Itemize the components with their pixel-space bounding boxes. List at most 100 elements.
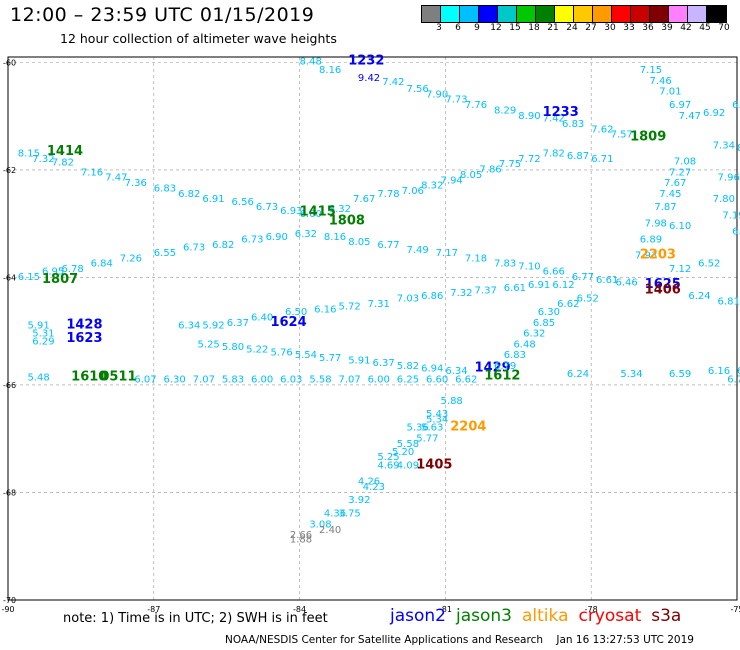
color-scale-cell xyxy=(555,6,574,22)
wave-height-value: 6.91 xyxy=(202,194,224,205)
wave-height-value: 5.20 xyxy=(392,447,414,458)
wave-height-value: 7.32 xyxy=(32,154,54,165)
wave-height-value: 8.15 xyxy=(18,148,40,159)
wave-height-value: 6.81 xyxy=(718,296,740,307)
color-scale-cell xyxy=(517,6,536,22)
wave-height-value: 5.25 xyxy=(377,452,399,463)
credit-line: NOAA/NESDIS Center for Satellite Applica… xyxy=(225,634,694,646)
wave-height-value: 7.47 xyxy=(679,111,701,122)
wave-height-value: 4.09 xyxy=(397,460,419,471)
color-scale-tick: 21 xyxy=(547,23,559,33)
wave-height-value: 7.03 xyxy=(397,294,419,305)
wave-height-value: 6.83 xyxy=(504,350,526,361)
wave-height-value: 6.97 xyxy=(669,100,691,111)
generated-timestamp: Jan 16 13:27:53 UTC 2019 xyxy=(556,634,694,646)
wave-height-value: 2.66 xyxy=(290,530,312,541)
wave-height-value: 5.76 xyxy=(270,347,292,358)
wave-height-value: 6.60 xyxy=(426,374,448,385)
color-scale-tick: 45 xyxy=(699,23,711,33)
wave-height-value: 6.34 xyxy=(445,366,467,377)
wave-height-value: 6.34 xyxy=(178,321,200,332)
wave-height-value: 6.00 xyxy=(251,374,273,385)
wave-height-value: 4.69 xyxy=(377,460,399,471)
wave-height-value: 7.82 xyxy=(52,158,74,169)
pass-time-label: 1807 xyxy=(42,272,78,287)
wave-height-value: 3.92 xyxy=(348,495,370,506)
wave-height-value: 9.42 xyxy=(358,73,380,84)
color-scale-tick: 42 xyxy=(680,23,692,33)
wave-height-value: 7.73 xyxy=(445,95,467,106)
wave-height-value: 6.60 xyxy=(300,209,322,220)
wave-height-value: 6.03 xyxy=(280,374,302,385)
wave-height-value: 6.50 xyxy=(285,307,307,318)
wave-height-value: 7.96 xyxy=(718,173,740,184)
color-scale-bar xyxy=(421,5,727,23)
wave-height-value: 6.83 xyxy=(562,119,584,130)
wave-height-value: 6.82 xyxy=(178,189,200,200)
page-title: 12:00 – 23:59 UTC 01/15/2019 xyxy=(10,4,315,26)
wave-height-value: 7.86 xyxy=(479,165,501,176)
color-scale-tick: 9 xyxy=(474,23,480,33)
wave-height-value: 6.46 xyxy=(616,277,638,288)
wave-height-value: 6.15 xyxy=(18,272,40,283)
wave-height-value: 7.67 xyxy=(353,194,375,205)
wave-height-value: 6.13 xyxy=(732,100,740,111)
lon-label: -90 xyxy=(1,605,14,614)
lat-label: -64 xyxy=(3,273,16,282)
page-subtitle: 12 hour collection of altimeter wave hei… xyxy=(60,31,337,46)
wave-height-value: 6.73 xyxy=(256,202,278,213)
wave-height-value: 6.90 xyxy=(266,232,288,243)
color-scale-cell xyxy=(669,6,688,22)
pass-time-label: 1809 xyxy=(630,129,666,144)
wave-height-value: 6.94 xyxy=(421,364,443,375)
wave-height-value: 8.32 xyxy=(421,181,443,192)
color-scale-ticks: 3 6 9 12 15 18 21 24 27 30 33 36 39 42 45 70 xyxy=(421,23,740,35)
wave-height-value: 7.80 xyxy=(713,194,735,205)
pass-time-label: 1808 xyxy=(329,214,365,229)
color-scale-cell xyxy=(574,6,593,22)
wave-height-value: 6.37 xyxy=(373,358,395,369)
wave-height-value: 6.00 xyxy=(368,374,390,385)
color-scale-tick: 70 xyxy=(718,23,730,33)
wave-height-value: 8.32 xyxy=(329,204,351,215)
wave-height-value: 6.64 xyxy=(732,226,740,237)
wave-height-value: 4.26 xyxy=(358,476,380,487)
pass-time-label: 1625 xyxy=(645,277,681,292)
wave-height-value: 5.83 xyxy=(222,374,244,385)
color-scale-tick: 24 xyxy=(566,23,578,33)
wave-height-value: 4.23 xyxy=(363,482,385,493)
pass-time-label: 1624 xyxy=(270,315,306,330)
wave-height-value: 5.91 xyxy=(348,355,370,366)
wave-height-value: 7.37 xyxy=(475,286,497,297)
wave-height-value: 6.16 xyxy=(708,366,730,377)
lon-label: -84 xyxy=(293,605,306,614)
lat-label: -66 xyxy=(3,381,16,390)
lon-label: -81 xyxy=(439,605,452,614)
wave-height-value: 7.07 xyxy=(338,374,360,385)
wave-height-value: 6.77 xyxy=(377,240,399,251)
color-scale-cell xyxy=(479,6,498,22)
wave-height-value: 7.01 xyxy=(659,87,681,98)
wave-height-value: 7.62 xyxy=(591,124,613,135)
color-scale-cell xyxy=(688,6,707,22)
wave-height-value: 7.31 xyxy=(368,299,390,310)
wave-height-value: 7.46 xyxy=(650,76,672,87)
pass-time-label: 1612 xyxy=(484,369,520,384)
wave-height-value: 6.62 xyxy=(557,299,579,310)
wave-height-value: 8.31 xyxy=(737,143,740,154)
wave-height-value: 7.08 xyxy=(674,157,696,168)
wave-height-value: 7.82 xyxy=(543,148,565,159)
wave-height-value: 7.67 xyxy=(664,178,686,189)
wave-height-value: 6.24 xyxy=(688,291,710,302)
wave-height-value: 6.32 xyxy=(295,229,317,240)
wave-height-value: 7.16 xyxy=(81,167,103,178)
lat-label: -60 xyxy=(3,58,16,67)
color-scale-tick: 27 xyxy=(585,23,597,33)
wave-height-value: 7.06 xyxy=(402,186,424,197)
wave-height-value: 6.66 xyxy=(543,267,565,278)
wave-height-value: 7.34 xyxy=(713,140,735,151)
pass-time-label: 1233 xyxy=(543,105,579,120)
wave-height-value: 6.48 xyxy=(513,339,535,350)
wave-height-value: 8.16 xyxy=(319,65,341,76)
